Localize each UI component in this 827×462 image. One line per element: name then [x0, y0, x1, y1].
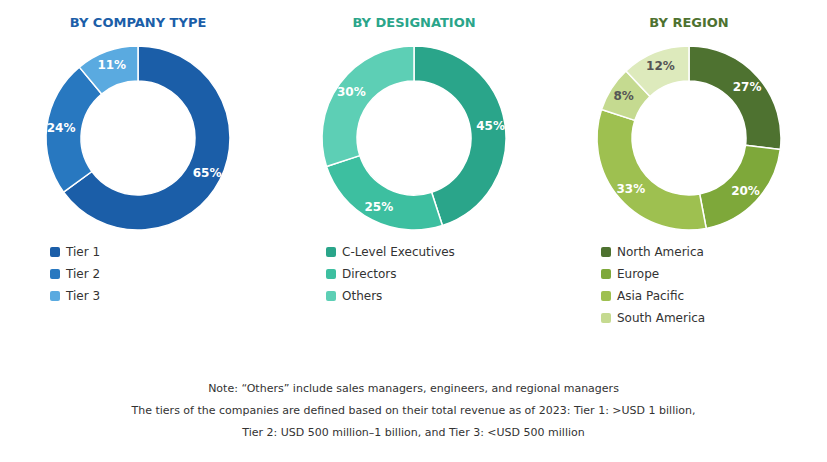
svg-text:BY REGION: BY REGION — [649, 15, 728, 30]
svg-text:24%: 24% — [47, 121, 76, 135]
svg-text:Tier 2: USD 500 million–1 bill: Tier 2: USD 500 million–1 billion, and T… — [241, 426, 584, 439]
svg-text:Directors: Directors — [342, 267, 396, 281]
svg-text:45%: 45% — [476, 119, 505, 133]
svg-text:BY DESIGNATION: BY DESIGNATION — [352, 15, 475, 30]
svg-text:Others: Others — [342, 289, 382, 303]
svg-text:C-Level Executives: C-Level Executives — [342, 245, 455, 259]
svg-text:The tiers of the companies are: The tiers of the companies are defined b… — [131, 404, 696, 417]
svg-text:11%: 11% — [97, 58, 126, 72]
svg-text:Tier 1: Tier 1 — [65, 245, 100, 259]
svg-text:Tier 2: Tier 2 — [65, 267, 100, 281]
svg-text:65%: 65% — [193, 166, 222, 180]
svg-text:Asia Pacific: Asia Pacific — [617, 289, 684, 303]
svg-text:20%: 20% — [731, 184, 760, 198]
svg-text:Note: “Others” include sales m: Note: “Others” include sales managers, e… — [208, 382, 619, 395]
svg-text:25%: 25% — [364, 200, 393, 214]
svg-text:South America: South America — [617, 311, 705, 325]
svg-text:30%: 30% — [337, 85, 366, 99]
svg-text:33%: 33% — [616, 182, 645, 196]
svg-text:12%: 12% — [646, 59, 675, 73]
svg-text:BY COMPANY TYPE: BY COMPANY TYPE — [70, 15, 207, 30]
svg-text:North America: North America — [617, 245, 704, 259]
svg-text:Europe: Europe — [617, 267, 659, 281]
svg-text:27%: 27% — [733, 80, 762, 94]
svg-text:8%: 8% — [613, 89, 633, 103]
svg-text:Tier 3: Tier 3 — [65, 289, 100, 303]
